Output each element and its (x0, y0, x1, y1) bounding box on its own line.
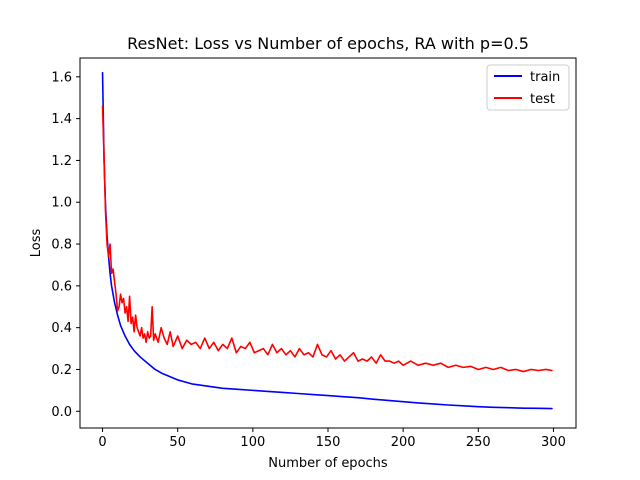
x-tick-label: 200 (391, 435, 416, 450)
y-tick-label: 0.2 (51, 363, 72, 378)
series-line-test (101, 105, 553, 373)
y-tick-label: 0.0 (51, 405, 72, 420)
x-axis-label: Number of epochs (268, 456, 388, 471)
x-tick-label: 250 (466, 435, 491, 450)
y-axis-label: Loss (29, 229, 44, 258)
y-tick-label: 0.4 (51, 321, 72, 336)
x-tick-label: 0 (98, 435, 106, 450)
x-tick-label: 300 (541, 435, 566, 450)
x-tick-label: 100 (240, 435, 265, 450)
y-tick-label: 1.0 (51, 196, 72, 211)
y-tick-label: 1.2 (51, 154, 72, 169)
y-tick-label: 0.8 (51, 238, 72, 253)
y-tick-label: 1.4 (51, 112, 72, 127)
x-tick-label: 50 (169, 435, 186, 450)
x-tick-label: 150 (316, 435, 341, 450)
chart-title: ResNet: Loss vs Number of epochs, RA wit… (127, 34, 529, 53)
legend: train test (486, 64, 570, 111)
x-axis: 0 50 100 150 200 250 300 (98, 428, 566, 450)
y-tick-label: 0.6 (51, 279, 72, 294)
legend-label-train: train (530, 70, 560, 85)
plot-area (101, 71, 553, 410)
series-line-train (101, 71, 553, 410)
y-tick-label: 1.6 (51, 70, 72, 85)
y-axis: 0.0 0.2 0.4 0.6 0.8 1.0 1.2 1.4 1.6 (51, 70, 80, 420)
legend-label-test: test (530, 92, 555, 107)
